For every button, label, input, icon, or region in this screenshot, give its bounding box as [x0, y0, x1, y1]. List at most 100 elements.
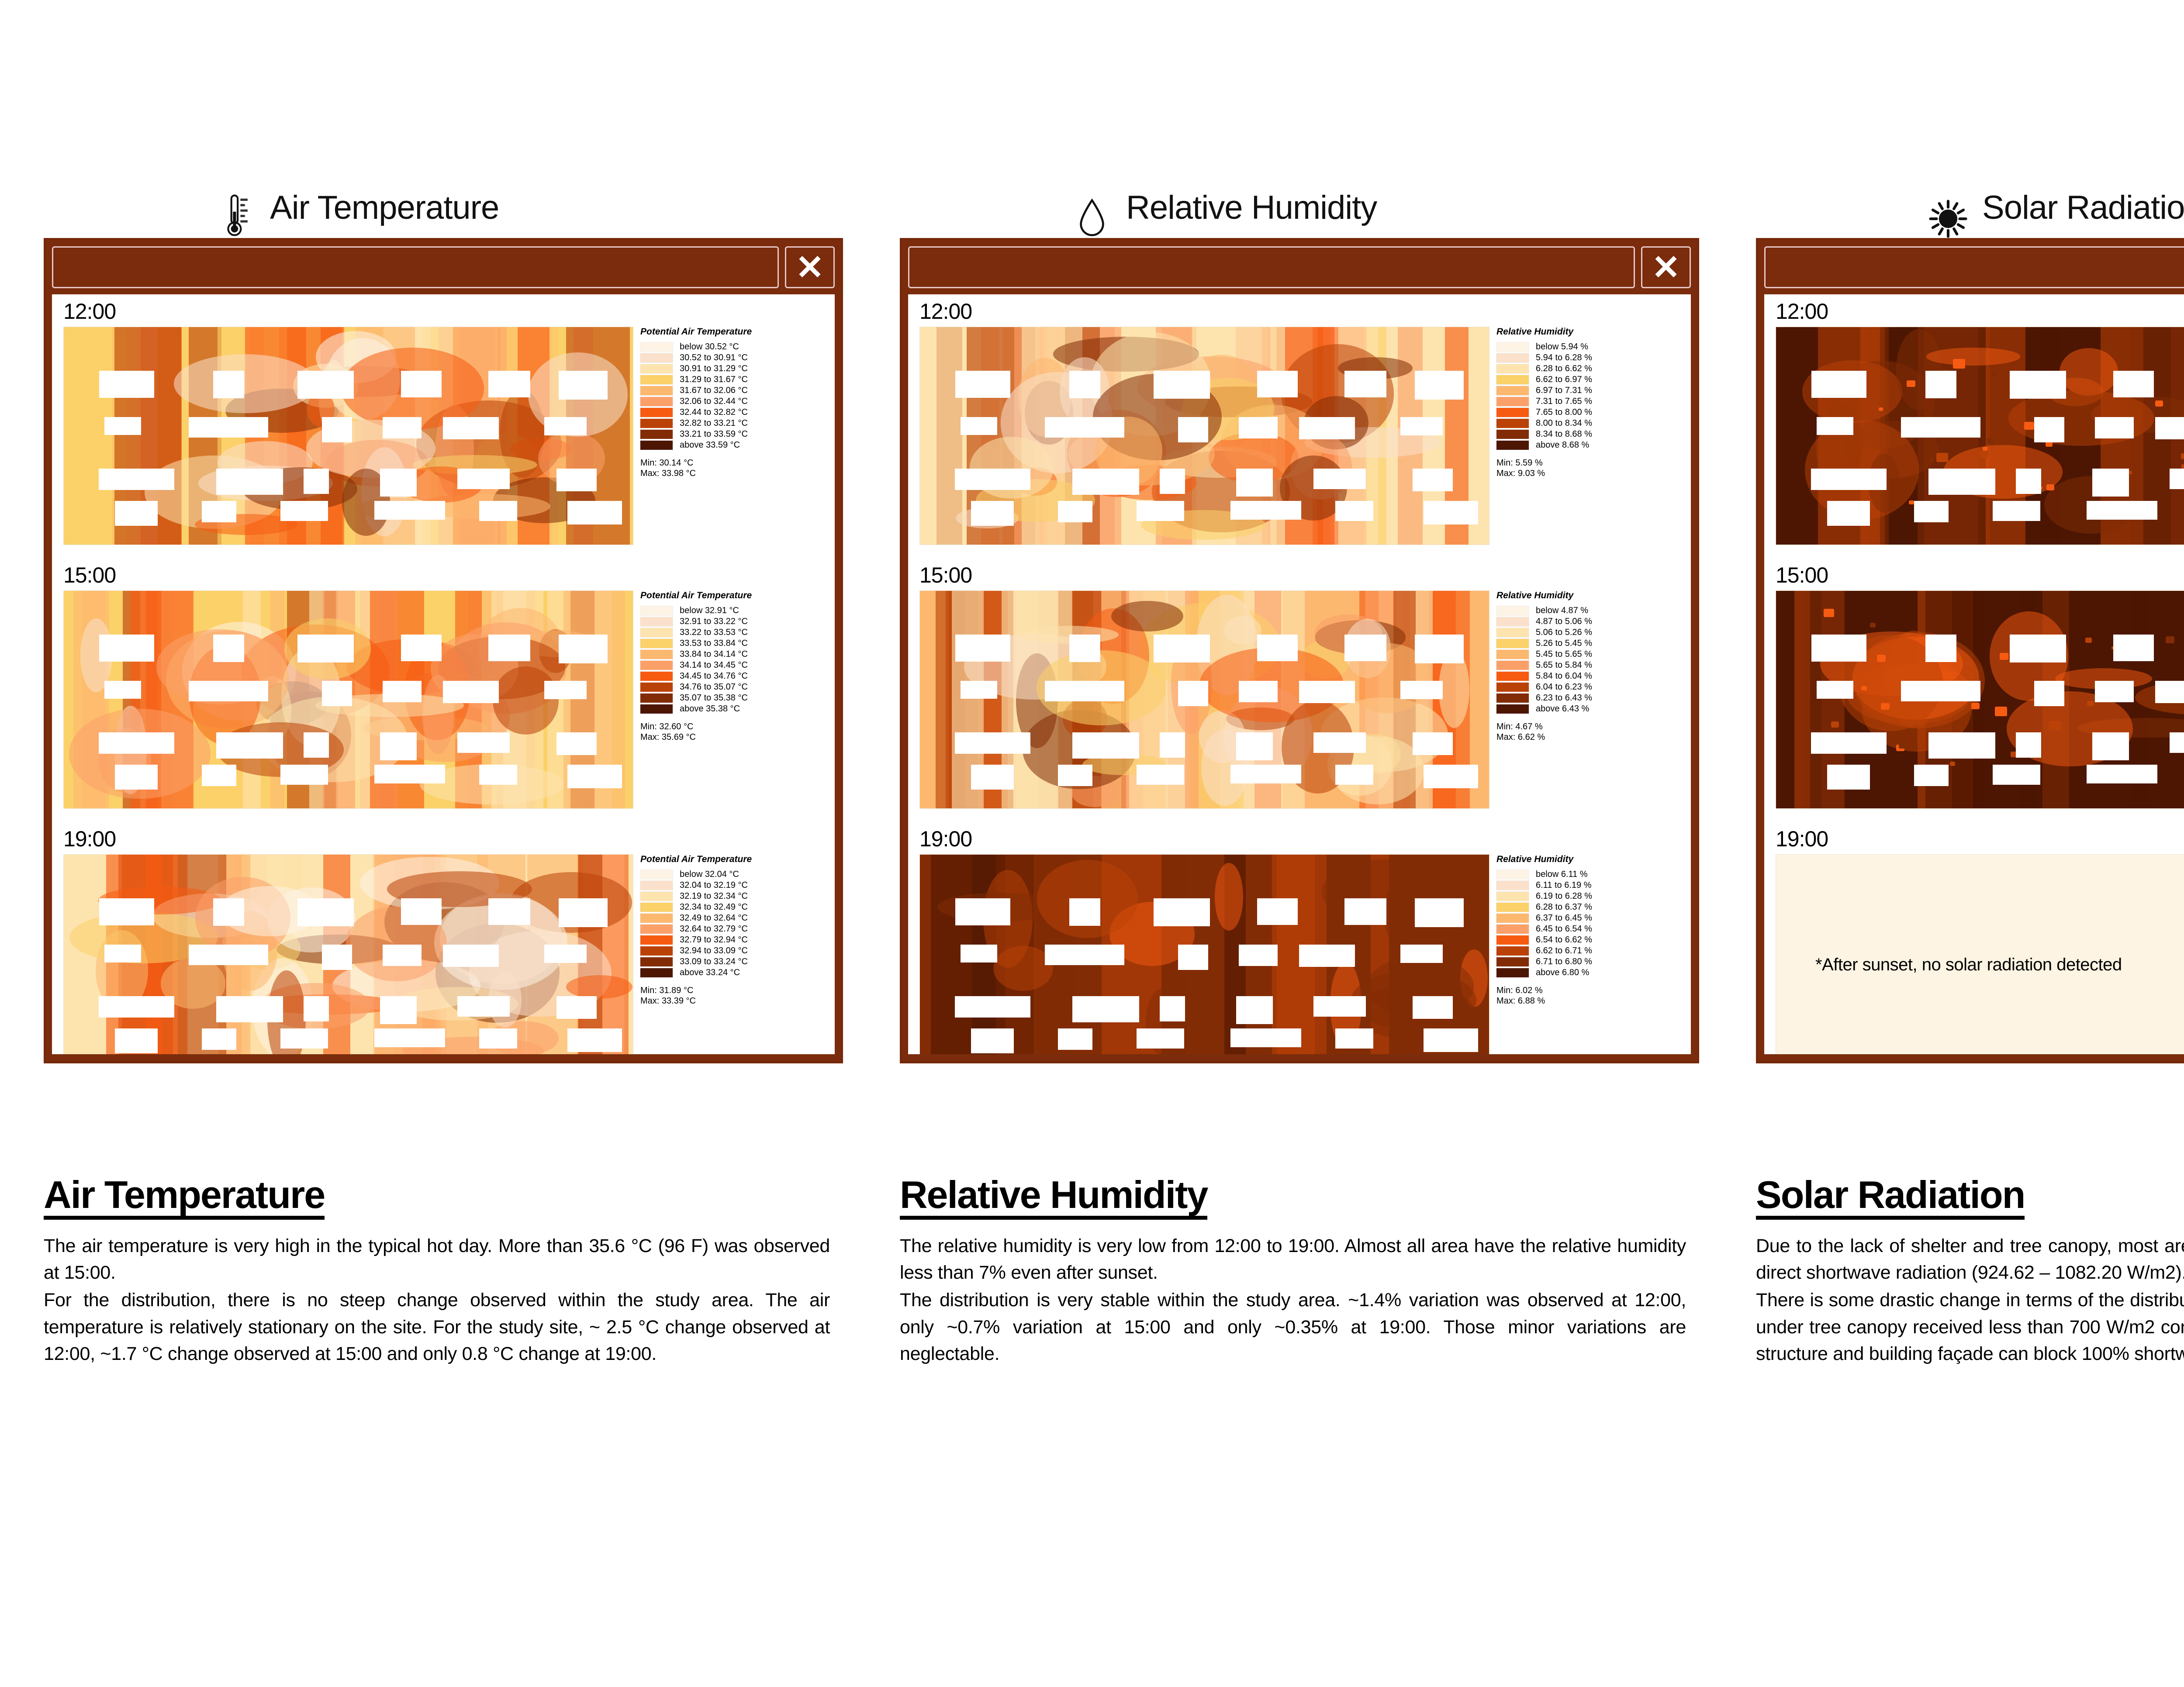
legend-row: 30.52 to 30.91 °C — [640, 352, 833, 363]
legend-row: 32.79 to 32.94 °C — [640, 935, 833, 945]
time-label: 19:00 — [1776, 827, 1828, 851]
legend-row: 32.04 to 32.19 °C — [640, 880, 833, 891]
legend-row-label: 32.91 to 33.22 °C — [680, 617, 748, 626]
legend-row-label: 6.62 to 6.71 % — [1536, 946, 1592, 956]
legend-row: 33.21 to 33.59 °C — [640, 429, 833, 440]
window-titlebar: ✕ — [1764, 246, 2184, 288]
timeslice-1500: 15:00Direct Sw Radiation below 102.74 W/… — [1764, 558, 2184, 822]
legend-row-label: 32.04 to 32.19 °C — [680, 880, 748, 890]
close-icon[interactable]: ✕ — [785, 246, 835, 288]
close-icon[interactable]: ✕ — [1641, 246, 1691, 288]
panel-header-solar-radiation: Solar Radiation — [1922, 175, 2184, 240]
timeslice-1200: 12:00 Relative Humidity below 5.94 % 5.94… — [908, 294, 1691, 558]
legend-row-label: 6.54 to 6.62 % — [1536, 935, 1592, 945]
legend-row-label: 32.44 to 32.82 °C — [680, 407, 748, 417]
legend-row: 6.23 to 6.43 % — [1496, 693, 1689, 704]
legend-swatch — [640, 946, 673, 956]
legend-swatch — [1496, 353, 1529, 363]
legend-min: Min: 4.67 % — [1496, 722, 1543, 731]
timeslice-1200: 12:00 Potential Air Temperature below 30.… — [52, 294, 835, 558]
writeup-paragraph: The distribution is very stable within t… — [900, 1290, 1686, 1364]
legend-row: 34.76 to 35.07 °C — [640, 682, 833, 693]
legend-min: Min: 32.60 °C — [640, 722, 694, 731]
legend-row: 5.45 to 5.65 % — [1496, 649, 1689, 660]
legend-swatch — [640, 968, 673, 978]
legend-row: 32.82 to 33.21 °C — [640, 418, 833, 429]
legend-row: 33.09 to 33.24 °C — [640, 956, 833, 967]
address-bar[interactable] — [52, 246, 779, 288]
legend-row-label: 34.45 to 34.76 °C — [680, 671, 748, 681]
contour-map: *After sunset, no solar radiation detect… — [1776, 854, 2184, 1054]
legend-row-label: 6.19 to 6.28 % — [1536, 891, 1592, 901]
legend-swatch — [640, 386, 673, 396]
map-legend: Potential Air Temperature below 32.91 °C… — [640, 590, 833, 743]
legend-row-label: 4.87 to 5.06 % — [1536, 617, 1592, 626]
legend-swatch — [640, 429, 673, 439]
legend-max: Max: 33.39 °C — [640, 996, 696, 1006]
legend-swatch — [640, 891, 673, 901]
timeslice-1900: 19:00 Potential Air Temperature below 32.… — [52, 822, 835, 1054]
legend-row-label: 5.84 to 6.04 % — [1536, 671, 1592, 681]
legend-row: below 30.52 °C — [640, 342, 833, 352]
legend-max: Max: 6.88 % — [1496, 996, 1545, 1006]
address-bar[interactable] — [1764, 246, 2184, 288]
legend-row: 32.91 to 33.22 °C — [640, 616, 833, 627]
legend-row: 6.62 to 6.97 % — [1496, 374, 1689, 385]
legend-row-label: below 32.91 °C — [680, 606, 739, 615]
time-label: 15:00 — [919, 563, 972, 587]
legend-max: Max: 9.03 % — [1496, 469, 1545, 479]
address-bar[interactable] — [908, 246, 1635, 288]
legend-row: below 6.11 % — [1496, 869, 1689, 880]
writeup-paragraph: The relative humidity is very low from 1… — [900, 1235, 1686, 1283]
legend-max: Max: 6.62 % — [1496, 732, 1545, 742]
legend-row: 6.04 to 6.23 % — [1496, 682, 1689, 693]
legend-row-label: 6.28 to 6.62 % — [1536, 364, 1592, 373]
legend-swatch — [640, 869, 673, 880]
legend-swatch — [1496, 913, 1529, 923]
legend-swatch — [1496, 407, 1529, 417]
timeslice-1900: 19:00 *After sunset, no solar radiation d… — [1764, 822, 2184, 1054]
thermometer-icon — [210, 177, 262, 238]
legend-swatch — [1496, 375, 1529, 385]
legend-row: 32.94 to 33.09 °C — [640, 945, 833, 956]
legend-row-label: above 8.68 % — [1536, 440, 1590, 450]
legend-row-label: 31.29 to 31.67 °C — [680, 375, 748, 384]
legend-title: Relative Humidity — [1496, 854, 1574, 864]
legend-row-label: below 32.04 °C — [680, 869, 739, 879]
timeslice-1500: 15:00 Relative Humidity below 4.87 % 4.87… — [908, 558, 1691, 822]
writeup-relative-humidity: Relative Humidity The relative humidity i… — [900, 1174, 1686, 1367]
legend-swatch — [640, 880, 673, 890]
timeslice-1500: 15:00 Potential Air Temperature below 32.… — [52, 558, 835, 822]
legend-swatch — [640, 440, 673, 450]
water-drop-icon — [1066, 177, 1118, 238]
writeup-paragraph: Due to the lack of shelter and tree cano… — [1756, 1235, 2184, 1283]
no-radiation-note: *After sunset, no solar radiation detect… — [1815, 955, 2122, 974]
map-legend: Relative Humidity below 5.94 % 5.94 to 6… — [1496, 327, 1689, 479]
writeup-heading: Air Temperature — [44, 1174, 325, 1220]
legend-row-label: 6.11 to 6.19 % — [1536, 880, 1592, 890]
timeslice-1900: 19:00 Relative Humidity below 6.11 % 6.11… — [908, 822, 1691, 1054]
legend-swatch — [640, 628, 673, 638]
legend-swatch — [640, 638, 673, 649]
legend-row-label: 32.94 to 33.09 °C — [680, 946, 748, 956]
legend-row-label: 30.52 to 30.91 °C — [680, 353, 748, 362]
contour-map — [919, 327, 1489, 545]
legend-row-label: 5.26 to 5.45 % — [1536, 638, 1592, 648]
time-label: 12:00 — [919, 299, 972, 324]
legend-swatch — [640, 902, 673, 912]
legend-row: above 8.68 % — [1496, 440, 1689, 451]
legend-row: above 33.24 °C — [640, 967, 833, 978]
legend-swatch — [1496, 869, 1529, 880]
legend-row: 5.65 to 5.84 % — [1496, 660, 1689, 671]
legend-minmax: Min: 5.59 % Max: 9.03 % — [1496, 458, 1689, 479]
legend-swatch — [640, 375, 673, 385]
contour-map — [919, 854, 1489, 1054]
legend-row: below 32.04 °C — [640, 869, 833, 880]
legend-row: 32.06 to 32.44 °C — [640, 396, 833, 407]
legend-row-label: 5.45 to 5.65 % — [1536, 649, 1592, 659]
legend-row-label: below 4.87 % — [1536, 606, 1589, 615]
legend-row: 30.91 to 31.29 °C — [640, 363, 833, 374]
legend-swatch — [640, 693, 673, 703]
legend-row-label: 33.09 to 33.24 °C — [680, 957, 748, 966]
legend-row: above 6.43 % — [1496, 704, 1689, 714]
